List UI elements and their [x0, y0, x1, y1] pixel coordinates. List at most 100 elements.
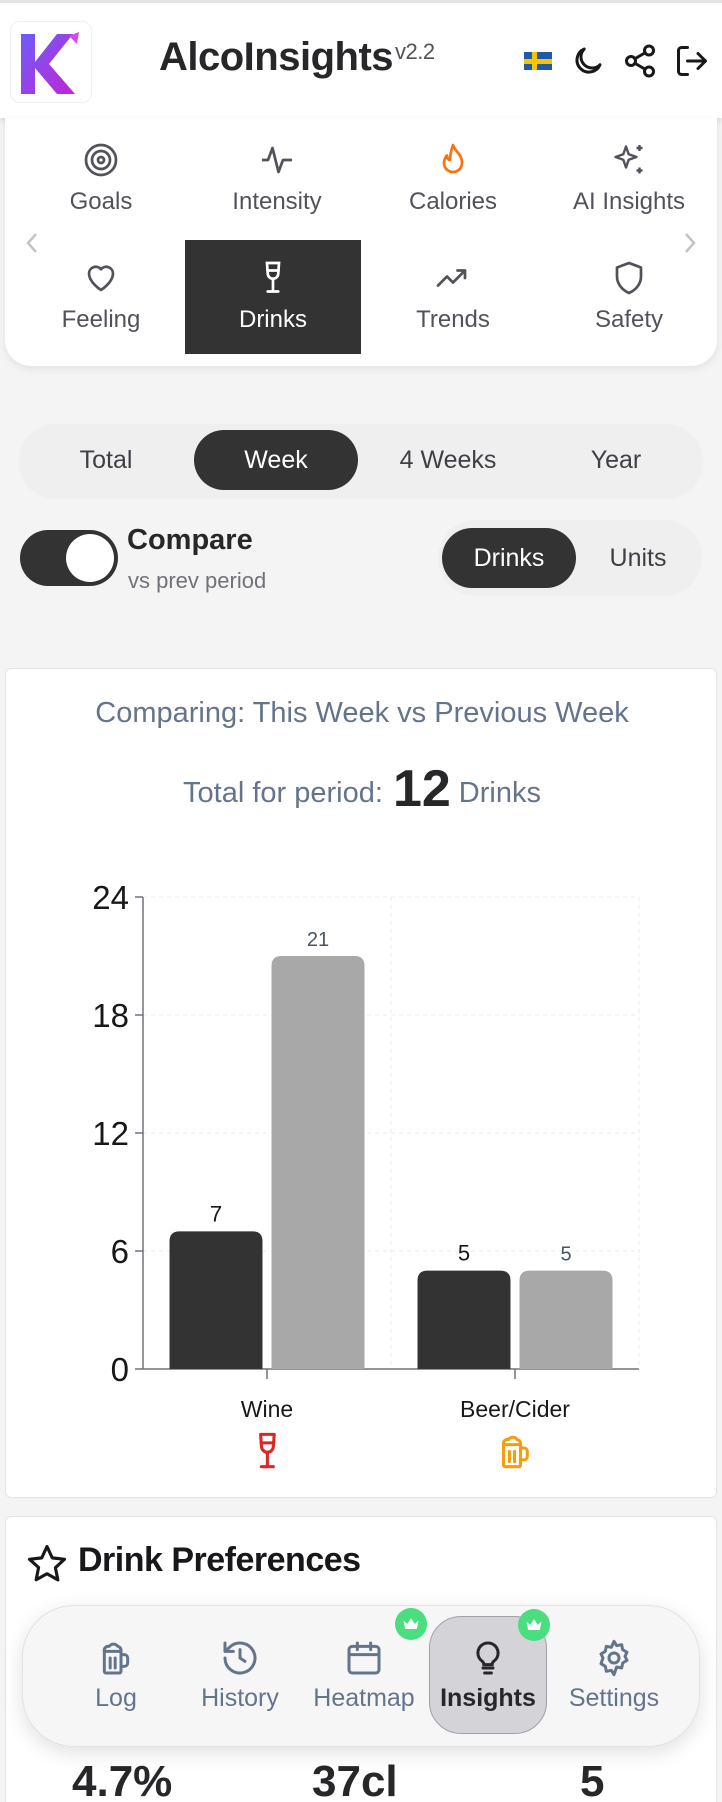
- nav-label: Calories: [408, 188, 498, 215]
- wine-glass-icon: [259, 1432, 276, 1469]
- dock-label: Insights: [440, 1683, 536, 1712]
- history-icon: [223, 1641, 257, 1674]
- app-version: v2.2: [395, 39, 435, 64]
- premium-crown-badge: [518, 1609, 550, 1641]
- nav-item-drinks[interactable]: Drinks: [185, 240, 361, 354]
- chevron-right-icon: [685, 233, 696, 253]
- preferences-title: Drink Preferences: [78, 1541, 361, 1579]
- chevron-left-icon: [26, 233, 37, 253]
- unit-units-button[interactable]: Units: [609, 543, 667, 572]
- feature-nav: Goals Intensity Calories AI Insights Fee…: [5, 118, 717, 366]
- gear-icon: [599, 1639, 629, 1676]
- pulse-icon: [262, 146, 292, 174]
- dock-label: History: [201, 1683, 279, 1712]
- toggle-knob: [66, 534, 114, 582]
- nav-item-safety[interactable]: Safety: [541, 240, 717, 354]
- dock-item-heatmap[interactable]: Heatmap: [305, 1608, 427, 1734]
- beer-mug-icon: [501, 1435, 529, 1469]
- y-tick-label: 24: [92, 879, 129, 916]
- compare-toggle[interactable]: [20, 530, 118, 586]
- drinks-bar-chart: 0 6 12 18 24 7 21 Wine 5 5 Beer/Cider: [92, 879, 640, 1469]
- bar: [417, 1270, 511, 1369]
- bar: [271, 956, 365, 1369]
- app-title-text: AlcoInsights: [159, 35, 394, 79]
- sparkles-icon: [614, 145, 643, 174]
- beer-mug-icon: [102, 1642, 130, 1674]
- tab-year[interactable]: Year: [590, 445, 642, 474]
- dock-item-settings[interactable]: Settings: [555, 1616, 673, 1734]
- lightbulb-icon: [476, 1640, 500, 1674]
- dock-item-insights[interactable]: Insights: [429, 1609, 550, 1734]
- nav-label: Feeling: [61, 306, 141, 333]
- nav-next-arrow[interactable]: [679, 228, 701, 258]
- unit-selector: Drinks Units: [438, 520, 702, 596]
- crown-icon: [526, 1619, 542, 1630]
- tab-week[interactable]: Week: [194, 430, 358, 490]
- period-selector: Total Week 4 Weeks Year: [20, 424, 702, 496]
- shield-icon: [615, 261, 643, 295]
- app-logo[interactable]: [10, 21, 92, 103]
- bar-value-label: 21: [307, 929, 329, 951]
- dock-item-history[interactable]: History: [181, 1616, 299, 1734]
- trend-up-icon: [436, 269, 467, 287]
- y-tick-label: 6: [111, 1233, 129, 1270]
- nav-item-intensity[interactable]: Intensity: [189, 122, 365, 236]
- nav-label: Goals: [69, 188, 133, 215]
- nav-prev-arrow[interactable]: [21, 228, 43, 258]
- logout-icon[interactable]: [674, 43, 710, 79]
- compare-sublabel: vs prev period: [128, 568, 267, 593]
- tab-4-weeks[interactable]: 4 Weeks: [399, 445, 497, 474]
- bottom-dock: Log History Heatmap Insights Settings: [22, 1605, 700, 1747]
- premium-crown-badge: [395, 1608, 427, 1640]
- drinks-chart-card: Comparing: This Week vs Previous Week To…: [5, 668, 717, 1498]
- flame-icon: [442, 143, 464, 174]
- bar-value-label: 7: [210, 1201, 222, 1226]
- swedish-flag-icon[interactable]: [520, 43, 556, 79]
- nav-item-trends[interactable]: Trends: [365, 240, 541, 354]
- bar-value-label: 5: [458, 1241, 470, 1266]
- total-unit: Drinks: [458, 777, 541, 809]
- stat-count: 5: [580, 1757, 605, 1802]
- y-tick-label: 18: [92, 997, 129, 1034]
- tab-total[interactable]: Total: [79, 445, 133, 474]
- nav-label: Trends: [416, 306, 490, 333]
- bar-value-label: 5: [560, 1244, 571, 1266]
- heart-icon: [87, 265, 115, 292]
- total-prefix: Total for period:: [183, 777, 383, 809]
- stat-volume: 37cl: [312, 1757, 398, 1802]
- total-value: 12: [392, 760, 451, 818]
- star-icon: [27, 1544, 67, 1582]
- moon-icon[interactable]: [570, 43, 606, 79]
- app-title: AlcoInsightsv2.2: [159, 35, 435, 80]
- nav-item-ai-insights[interactable]: AI Insights: [541, 122, 717, 236]
- x-tick-label: Beer/Cider: [460, 1396, 570, 1422]
- bar: [519, 1270, 613, 1369]
- comparison-heading: Comparing: This Week vs Previous Week: [95, 697, 629, 729]
- dock-label: Settings: [568, 1683, 660, 1712]
- nav-label: Drinks: [238, 306, 307, 333]
- nav-label: Safety: [594, 306, 664, 333]
- stat-abv: 4.7%: [72, 1757, 173, 1802]
- y-tick-label: 0: [111, 1351, 129, 1388]
- bar: [169, 1231, 263, 1369]
- wine-glass-icon: [265, 261, 281, 293]
- app-header: AlcoInsightsv2.2: [0, 0, 722, 118]
- dock-label: Log: [95, 1683, 137, 1712]
- compare-label: Compare: [127, 524, 253, 556]
- dock-item-log[interactable]: Log: [57, 1616, 175, 1734]
- nav-label: AI Insights: [572, 188, 686, 215]
- nav-item-calories[interactable]: Calories: [365, 122, 541, 236]
- period-total: Total for period: 12 Drinks: [6, 759, 718, 819]
- calendar-icon: [347, 1641, 381, 1674]
- nav-label: Intensity: [232, 188, 322, 215]
- dock-label: Heatmap: [313, 1683, 415, 1712]
- unit-drinks-button[interactable]: Drinks: [442, 528, 576, 588]
- logo-k-icon: [21, 32, 79, 94]
- crown-icon: [403, 1618, 419, 1629]
- share-icon[interactable]: [622, 43, 658, 79]
- x-tick-label: Wine: [241, 1396, 293, 1422]
- nav-item-goals[interactable]: Goals: [13, 122, 189, 236]
- nav-item-feeling[interactable]: Feeling: [13, 240, 189, 354]
- target-icon: [84, 143, 118, 177]
- y-tick-label: 12: [92, 1115, 129, 1152]
